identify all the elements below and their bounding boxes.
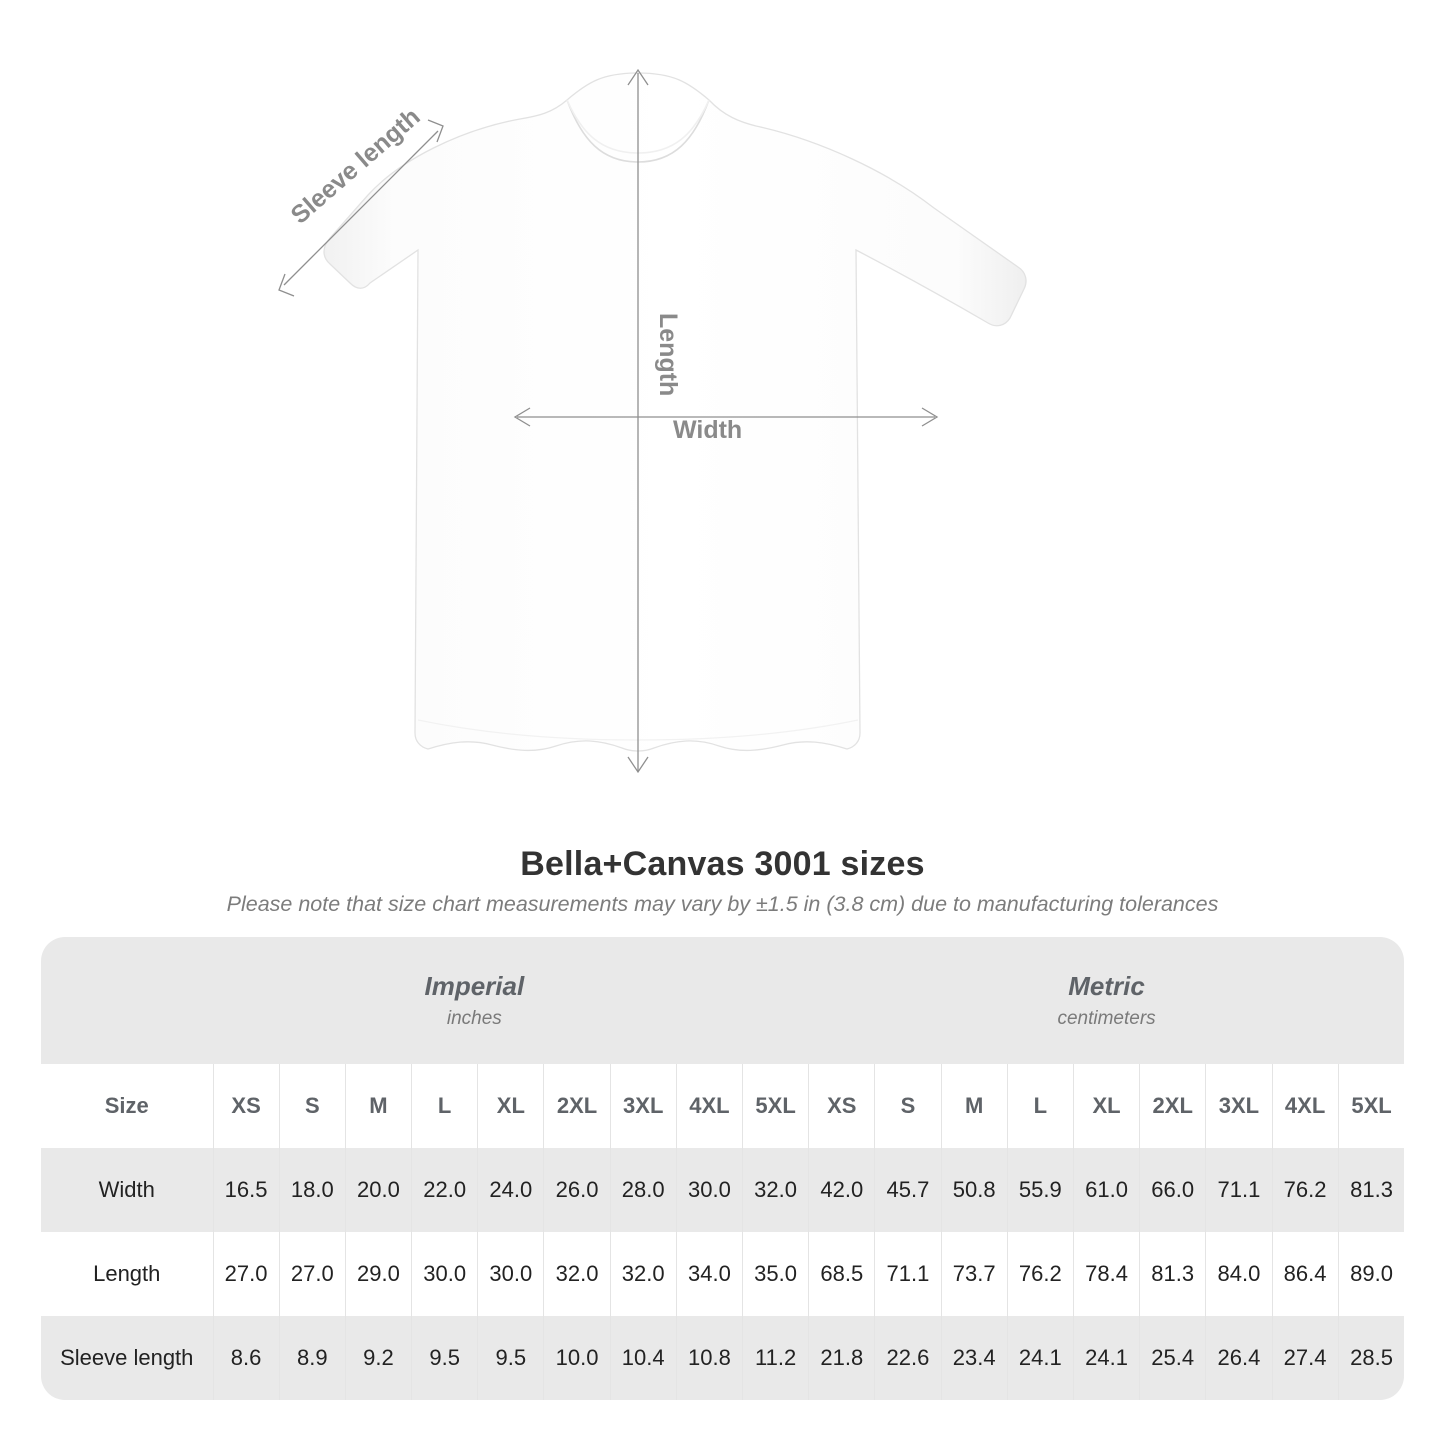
svg-text:Length: Length: [654, 313, 682, 396]
svg-text:Width: Width: [673, 416, 742, 444]
